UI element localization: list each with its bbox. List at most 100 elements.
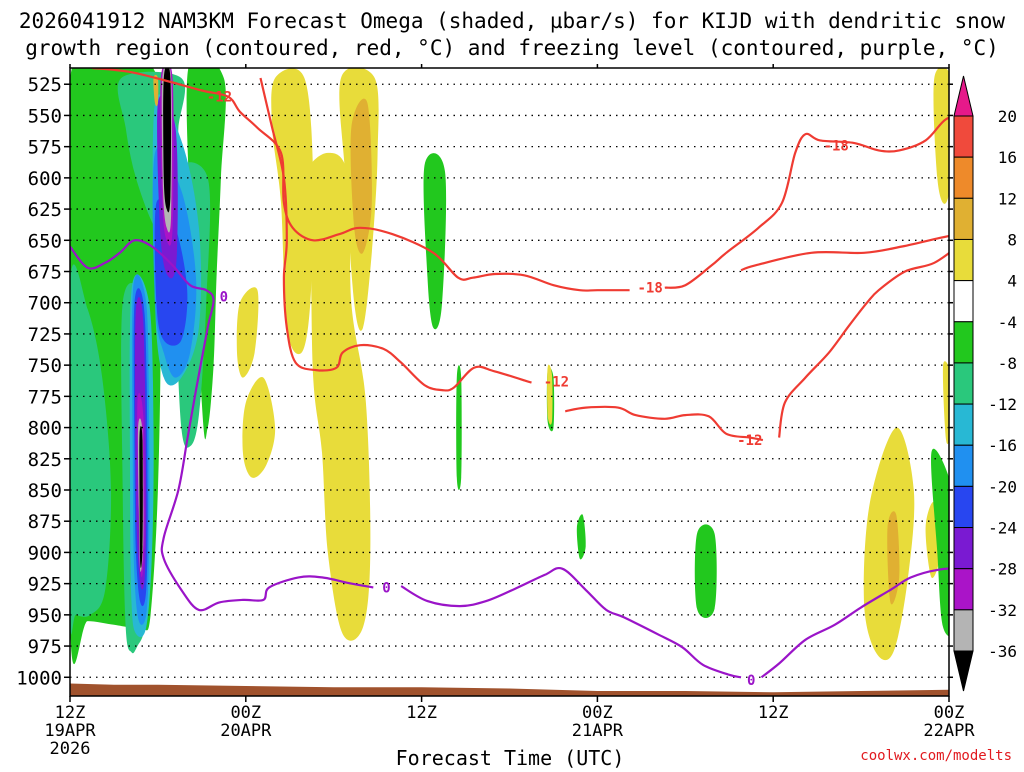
isotherm-line bbox=[664, 116, 949, 289]
y-tick-label: 575 bbox=[28, 137, 62, 159]
x-tick-label: 12Z bbox=[406, 703, 437, 723]
isotherm-line bbox=[778, 251, 949, 438]
omega-region bbox=[236, 287, 259, 378]
colorbar-bin bbox=[953, 238, 974, 282]
colorbar-bin bbox=[953, 444, 974, 487]
colorbar-bin bbox=[953, 527, 974, 570]
plot-frame bbox=[69, 67, 950, 697]
colorbar-bin bbox=[953, 568, 974, 611]
omega-region bbox=[350, 98, 372, 254]
omega-region bbox=[694, 524, 717, 618]
colorbar-bin bbox=[953, 403, 974, 446]
freezing-level-line bbox=[400, 567, 742, 679]
y-tick-label: 875 bbox=[28, 511, 62, 533]
colorbar-label: -36 bbox=[988, 642, 1017, 661]
colorbar-bin bbox=[953, 321, 974, 364]
colorbar-label: -28 bbox=[988, 560, 1017, 579]
y-tick-label: 925 bbox=[28, 574, 62, 596]
colorbar-bin bbox=[953, 362, 974, 405]
x-tick-label: 00Z bbox=[230, 703, 261, 723]
y-tick-label: 975 bbox=[28, 636, 62, 658]
y-tick-label: 650 bbox=[28, 230, 62, 252]
colorbar-bin bbox=[953, 280, 974, 323]
x-tick-label: 12Z bbox=[758, 703, 789, 723]
x-tick-label: 12Z bbox=[55, 703, 86, 723]
omega-region bbox=[931, 448, 949, 637]
colorbar-label: 16 bbox=[998, 148, 1017, 167]
omega-region bbox=[70, 264, 112, 635]
omega-region bbox=[933, 68, 949, 204]
omega-region bbox=[547, 364, 553, 425]
terrain-fill bbox=[70, 683, 949, 696]
y-tick-label: 750 bbox=[28, 355, 62, 377]
colorbar-over-triangle bbox=[953, 75, 974, 117]
x-tick-label: 00Z bbox=[582, 703, 613, 723]
chart-title-line2: growth region (contoured, red, °C) and f… bbox=[25, 36, 999, 60]
colorbar-bin bbox=[953, 485, 974, 529]
y-tick-label: 600 bbox=[28, 168, 62, 190]
x-tick-label: 19APR bbox=[44, 721, 96, 741]
colorbar-bin bbox=[953, 609, 974, 652]
terrain-area bbox=[70, 683, 949, 696]
x-tick-label: 2026 bbox=[50, 739, 91, 759]
colorbar-bin bbox=[953, 197, 974, 240]
colorbar-label: -24 bbox=[988, 519, 1017, 538]
contours: -12 -18 -18 -12 -12 0 0 0 bbox=[70, 68, 949, 689]
isotherm-label: -12 bbox=[207, 90, 232, 106]
x-tick-label: 00Z bbox=[934, 703, 965, 723]
colorbar-label: -20 bbox=[988, 477, 1017, 496]
freezing-level-line bbox=[70, 239, 374, 612]
y-tick-label: 725 bbox=[28, 324, 62, 346]
isotherm-line bbox=[259, 77, 532, 392]
isotherm-label: -18 bbox=[824, 138, 849, 154]
isotherm-line bbox=[564, 405, 764, 442]
colorbar-label: 4 bbox=[1007, 272, 1017, 291]
x-tick-label: 22APR bbox=[923, 721, 975, 741]
y-tick-label: 950 bbox=[28, 605, 62, 627]
freezing-level-label: 0 bbox=[382, 580, 390, 596]
omega-region bbox=[271, 68, 314, 355]
colorbar-label: 20 bbox=[998, 107, 1017, 126]
colorbar-under-triangle bbox=[953, 650, 974, 692]
colorbar-label: -12 bbox=[988, 395, 1017, 414]
freezing-level-label: 0 bbox=[220, 289, 228, 305]
y-tick-label: 550 bbox=[28, 105, 62, 127]
colorbar-bin bbox=[953, 115, 974, 158]
y-tick-label: 1000 bbox=[16, 667, 62, 689]
y-tick-label: 700 bbox=[28, 293, 62, 315]
x-tick-label: 21APR bbox=[572, 721, 624, 741]
y-tick-label: 675 bbox=[28, 262, 62, 284]
omega-region bbox=[153, 74, 159, 107]
colorbar-label: -8 bbox=[998, 354, 1017, 373]
colorbar-label: -4 bbox=[998, 313, 1017, 332]
omega-region bbox=[423, 153, 447, 330]
chart-title-line1: 2026041912 NAM3KM Forecast Omega (shaded… bbox=[19, 9, 1006, 33]
colorbar-label: 12 bbox=[998, 189, 1017, 208]
omega-region bbox=[139, 425, 143, 569]
y-tick-label: 900 bbox=[28, 542, 62, 564]
y-tick-label: 850 bbox=[28, 480, 62, 502]
x-axis-label: Forecast Time (UTC) bbox=[396, 746, 625, 768]
y-tick-label: 625 bbox=[28, 199, 62, 221]
colorbar-label: 8 bbox=[1007, 230, 1017, 249]
omega-region bbox=[942, 361, 949, 444]
colorbar-label: -16 bbox=[988, 436, 1017, 455]
freezing-level-line bbox=[760, 567, 949, 679]
colorbar: 20 16 12 8 4 -4 -8 -12 -16 -20 -24 -28 -32 -36 bbox=[953, 75, 1017, 692]
isotherm-label: -12 bbox=[737, 433, 762, 449]
credit-text: coolwx.com/modelts bbox=[860, 748, 1012, 764]
omega-shading bbox=[70, 68, 949, 664]
omega-region bbox=[887, 511, 900, 605]
isotherm-line bbox=[740, 234, 949, 272]
omega-region bbox=[576, 514, 586, 560]
axes: 525 550 575 600 625 650 675 700 725 750 775 800 825 8… bbox=[16, 64, 975, 759]
isotherm-line bbox=[91, 68, 630, 292]
colorbar-label: -32 bbox=[988, 601, 1017, 620]
omega-region bbox=[163, 68, 172, 213]
y-tick-label: 525 bbox=[28, 74, 62, 96]
y-tick-label: 800 bbox=[28, 418, 62, 440]
isotherm-label: -18 bbox=[637, 281, 662, 297]
isotherm-label: -12 bbox=[544, 374, 569, 390]
